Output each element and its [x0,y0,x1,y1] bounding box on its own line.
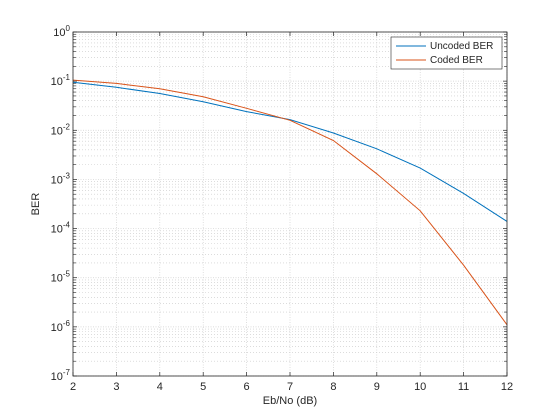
x-tick-labels: 2 3 4 5 6 7 8 9 10 11 12 [70,381,513,393]
x-tick-label: 8 [330,381,336,393]
x-tick-label: 6 [244,381,250,393]
y-tick-labels: 10-7 10-6 10-5 10-4 10-3 10-2 10-1 100 [51,24,71,383]
legend-label-coded: Coded BER [430,55,483,66]
plot-area [73,32,507,376]
series-lines [72,79,508,326]
y-tick-label: 10-5 [51,270,71,285]
x-tick-label: 12 [501,381,513,393]
x-tick-label: 10 [414,381,426,393]
tick-marks [72,31,508,377]
y-tick-label: 100 [53,24,70,39]
y-tick-label: 10-4 [51,221,71,236]
y-tick-label: 10-3 [51,171,71,186]
x-tick-label: 9 [374,381,380,393]
y-axis-label: BER [30,193,42,216]
y-tick-label: 10-6 [51,319,71,334]
series-line-coded [72,79,508,326]
grid [72,31,508,377]
series-line-uncoded [72,81,508,222]
x-tick-label: 11 [458,381,469,393]
x-tick-label: 2 [70,381,76,393]
legend-box [390,36,503,70]
x-tick-label: 5 [200,381,206,393]
x-tick-label: 4 [157,381,163,393]
legend: Uncoded BER Coded BER [390,36,503,70]
x-tick-label: 7 [287,381,293,393]
y-tick-label: 10-1 [51,73,71,88]
x-axis-label: Eb/No (dB) [263,395,317,407]
y-tick-label: 10-7 [51,368,71,383]
x-tick-label: 3 [113,381,119,393]
y-tick-label: 10-2 [51,122,71,137]
legend-label-uncoded: Uncoded BER [430,41,493,52]
